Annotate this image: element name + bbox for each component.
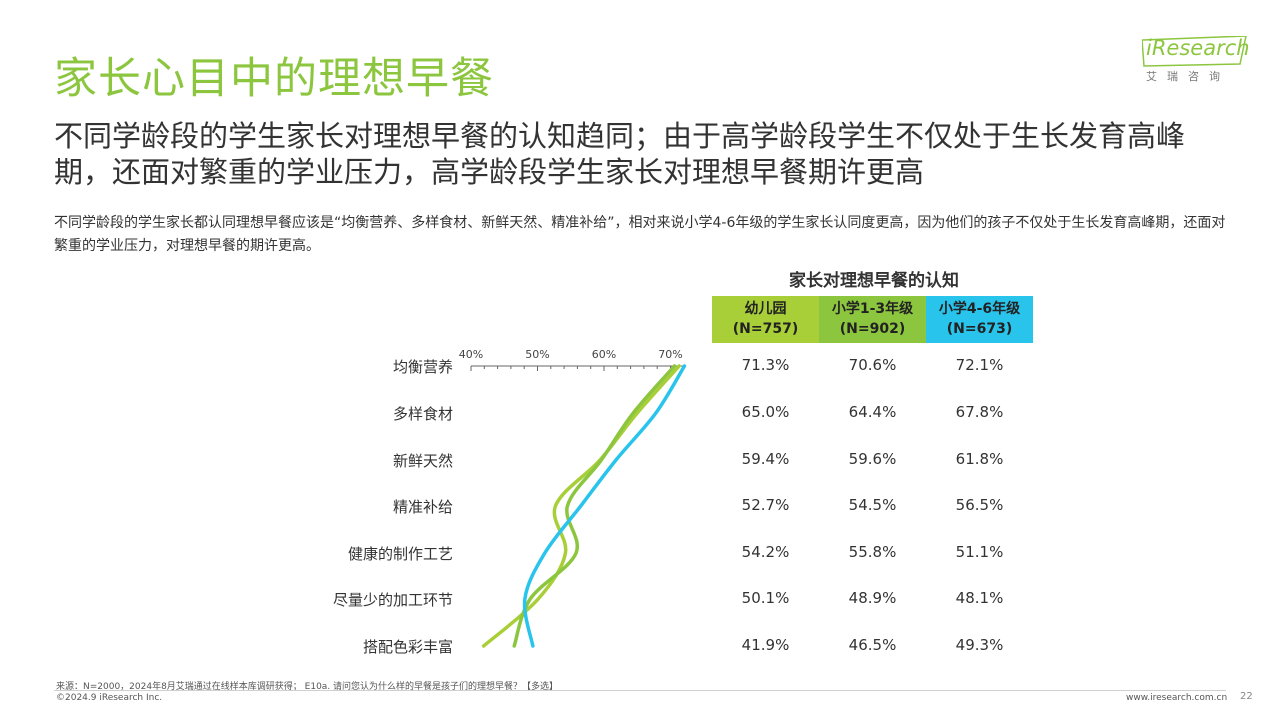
- column-header-n: (N=757): [732, 321, 799, 337]
- x-tick-label: 50%: [525, 348, 549, 361]
- chart-title: 家长对理想早餐的认知: [789, 271, 959, 291]
- column-header-n: (N=673): [946, 321, 1013, 337]
- column-header-name: 小学4-6年级: [938, 301, 1021, 317]
- data-label: 70.6%: [848, 356, 897, 374]
- column-header-name: 小学1-3年级: [831, 301, 914, 317]
- category-label: 均衡营养: [392, 358, 453, 376]
- description: 不同学龄段的学生家长都认同理想早餐应该是“均衡营养、多样食材、新鲜天然、精准补给…: [54, 215, 1226, 254]
- website-url: www.iresearch.com.cn: [1126, 693, 1228, 703]
- column-header-grade-4-6: 小学4-6年级 (N=673): [926, 296, 1033, 343]
- data-label: 48.1%: [955, 589, 1004, 607]
- category-label: 尽量少的加工环节: [332, 591, 453, 609]
- page-number: 22: [1240, 691, 1253, 702]
- data-label: 67.8%: [955, 403, 1004, 421]
- series-line-0: [481, 364, 681, 648]
- data-label: 55.8%: [848, 543, 897, 561]
- headline: 不同学龄段的学生家长对理想早餐的认知趋同；由于高学龄段学生不仅处于生长发育高峰期…: [54, 119, 1186, 189]
- x-tick-label: 40%: [459, 348, 483, 361]
- x-tick-label: 60%: [592, 348, 616, 361]
- series-line-1: [512, 364, 677, 648]
- logo-banner-icon: [1142, 36, 1247, 67]
- data-label: 49.3%: [955, 636, 1004, 654]
- column-header-grade-1-3: 小学1-3年级 (N=902): [819, 296, 926, 343]
- page-title: 家长心目中的理想早餐: [54, 54, 494, 104]
- logo-subtext: 艾瑞咨询: [1146, 70, 1230, 83]
- category-label: 搭配色彩丰富: [362, 638, 453, 656]
- category-label: 精准补给: [392, 498, 453, 516]
- data-label: 61.8%: [955, 450, 1004, 468]
- iresearch-logo: iResearch 艾瑞咨询: [1142, 36, 1250, 88]
- copyright: ©2024.9 iResearch Inc.: [56, 693, 163, 703]
- data-label: 54.2%: [741, 543, 790, 561]
- data-label: 72.1%: [955, 356, 1004, 374]
- data-label: 59.6%: [848, 450, 897, 468]
- data-label: 65.0%: [741, 403, 790, 421]
- data-label: 52.7%: [741, 496, 790, 514]
- column-header-n: (N=902): [839, 321, 906, 337]
- category-label: 多样食材: [392, 405, 453, 423]
- data-label: 59.4%: [741, 450, 790, 468]
- series-line-2: [522, 364, 687, 648]
- column-header-kindergarten: 幼儿园 (N=757): [712, 296, 819, 343]
- data-label: 50.1%: [741, 589, 790, 607]
- logo-text: iResearch: [1146, 36, 1250, 60]
- data-label: 46.5%: [848, 636, 897, 654]
- data-label: 64.4%: [848, 403, 897, 421]
- data-label: 51.1%: [955, 543, 1004, 561]
- data-label: 48.9%: [848, 589, 897, 607]
- data-label: 56.5%: [955, 496, 1004, 514]
- source-footnote: 来源：N=2000，2024年8月艾瑞通过在线样本库调研获得； E10a. 请问…: [56, 682, 559, 692]
- data-label: 71.3%: [741, 356, 790, 374]
- footer-divider: [54, 690, 1226, 691]
- column-header-name: 幼儿园: [744, 301, 787, 317]
- data-label: 54.5%: [848, 496, 897, 514]
- category-label: 健康的制作工艺: [347, 545, 453, 563]
- x-tick-label: 70%: [658, 348, 682, 361]
- category-label: 新鲜天然: [392, 452, 453, 470]
- data-label: 41.9%: [741, 636, 790, 654]
